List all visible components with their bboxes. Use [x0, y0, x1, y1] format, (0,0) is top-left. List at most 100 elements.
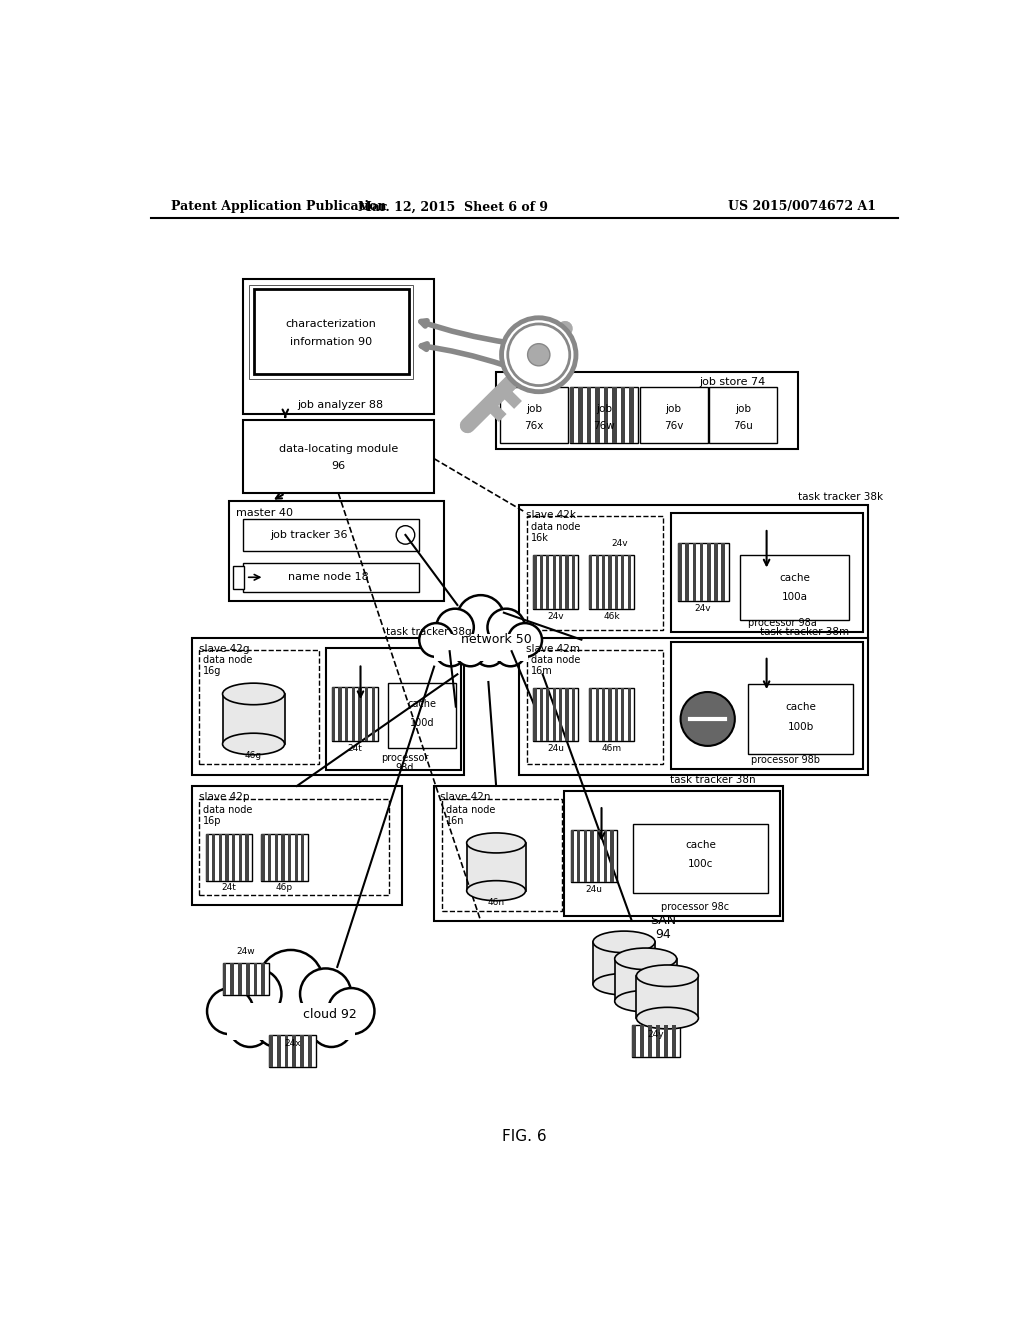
Circle shape [681, 692, 735, 746]
Text: task tracker 38n: task tracker 38n [671, 775, 756, 785]
Text: Patent Application Publication: Patent Application Publication [171, 201, 386, 214]
Bar [326, 648, 461, 770]
Bar [672, 1024, 676, 1057]
Bar [261, 834, 264, 882]
Bar [640, 387, 708, 442]
Bar [699, 544, 703, 601]
Bar [534, 554, 579, 609]
Bar [434, 785, 783, 921]
Circle shape [436, 609, 474, 645]
Bar [467, 843, 525, 891]
Circle shape [396, 525, 415, 544]
Ellipse shape [467, 880, 525, 900]
Bar [579, 387, 583, 442]
Bar [222, 964, 226, 995]
Text: 96: 96 [332, 462, 345, 471]
Text: information 90: information 90 [290, 337, 372, 347]
Text: data node: data node [445, 805, 496, 814]
Bar [628, 554, 631, 609]
Bar [352, 686, 355, 741]
Text: job store 74: job store 74 [699, 378, 766, 388]
Circle shape [487, 609, 525, 645]
Bar [358, 686, 361, 741]
Bar [442, 799, 562, 911]
Bar [633, 824, 768, 892]
Bar [254, 964, 257, 995]
Bar [251, 286, 412, 378]
Bar [193, 785, 401, 906]
Bar [540, 688, 543, 741]
Text: 98d: 98d [396, 763, 415, 774]
Bar [230, 964, 234, 995]
Bar [636, 975, 698, 1018]
Circle shape [300, 969, 351, 1019]
Bar [228, 502, 444, 601]
Ellipse shape [614, 948, 677, 970]
Text: 76w: 76w [593, 421, 614, 430]
Bar [540, 554, 543, 609]
Text: FIG. 6: FIG. 6 [503, 1129, 547, 1144]
Bar [553, 688, 556, 741]
Circle shape [419, 623, 454, 657]
Bar [243, 420, 434, 494]
Bar [261, 834, 308, 882]
Bar [632, 1024, 636, 1057]
Text: data node: data node [203, 805, 253, 814]
Text: 46m: 46m [601, 743, 622, 752]
Circle shape [258, 950, 324, 1015]
Bar [710, 387, 777, 442]
Bar [200, 649, 319, 763]
Bar [640, 1024, 644, 1057]
Bar [261, 964, 265, 995]
Bar [571, 554, 575, 609]
Bar [332, 686, 378, 741]
Text: processor 98b: processor 98b [752, 755, 820, 764]
Text: US 2015/0074672 A1: US 2015/0074672 A1 [728, 201, 877, 214]
Bar [200, 799, 389, 895]
Bar [225, 834, 228, 882]
Text: 24w: 24w [237, 946, 255, 956]
Circle shape [207, 989, 254, 1035]
Bar [254, 289, 409, 374]
Bar [608, 688, 611, 741]
Bar [553, 554, 556, 609]
Text: task tracker 38m: task tracker 38m [760, 627, 849, 638]
Bar [252, 288, 410, 376]
Bar [740, 554, 849, 620]
Bar [222, 694, 285, 744]
Bar [589, 688, 592, 741]
Bar [534, 688, 579, 741]
Bar [604, 387, 608, 442]
Bar [288, 834, 291, 882]
Text: 24u: 24u [586, 886, 602, 895]
Bar [596, 688, 599, 741]
Bar [671, 512, 862, 632]
Ellipse shape [593, 931, 655, 953]
Text: cloud 92: cloud 92 [303, 1008, 356, 1022]
Bar [630, 387, 634, 442]
Bar [584, 830, 587, 882]
Text: cache: cache [685, 841, 716, 850]
Bar [243, 280, 434, 414]
Text: data-locating module: data-locating module [279, 445, 398, 454]
Text: 24v: 24v [611, 539, 629, 548]
Text: slave 42p: slave 42p [199, 792, 249, 801]
Text: data node: data node [203, 656, 253, 665]
Text: characterization: characterization [286, 319, 377, 329]
Bar [301, 834, 304, 882]
Bar [206, 834, 252, 882]
Text: 100a: 100a [781, 593, 808, 602]
Bar [597, 830, 600, 882]
Bar [614, 554, 618, 609]
Text: 76u: 76u [733, 421, 754, 430]
Bar [546, 554, 550, 609]
Bar [339, 686, 342, 741]
Bar [589, 688, 634, 741]
Text: slave 42m: slave 42m [525, 644, 580, 653]
Bar [632, 1024, 680, 1057]
Ellipse shape [636, 965, 698, 986]
Text: slave 42n: slave 42n [440, 792, 490, 801]
Text: 16m: 16m [531, 667, 553, 676]
Bar [232, 834, 236, 882]
Circle shape [435, 636, 466, 667]
